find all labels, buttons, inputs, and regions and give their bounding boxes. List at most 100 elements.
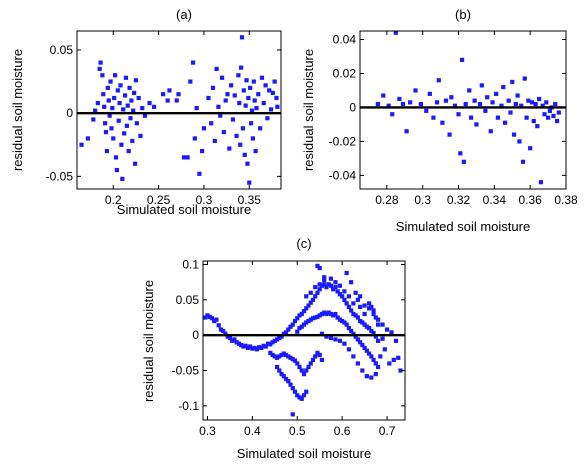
panel-c-point-86 [313,315,318,320]
panel-c-point-62 [342,297,347,302]
panel-c-point-102 [349,328,354,334]
panel-c-point-31 [272,338,277,343]
panel-a-point-77 [227,146,232,151]
panel-c-point-36 [283,330,289,335]
panel-b-point-57 [535,124,540,129]
panel-c-point-130 [301,371,307,377]
panel-c-point-14 [234,340,239,345]
panel-b-point-64 [547,108,552,113]
panel-c-point-155 [317,265,322,271]
panel-c-point-172 [398,368,403,373]
panel-c-x-ticks: 0.3 0.4 0.5 0.6 0.7 [199,261,396,438]
panel-a-point-19 [111,136,116,141]
panel-c-point-158 [349,280,354,285]
panel-c-point-118 [274,355,280,360]
panel-a-point-21 [112,73,118,78]
panel-c-point-82 [304,320,309,325]
panel-b: (b) 0.28 0.3 0.32 0.34 0.36 0.38 -0.04 -0.02 0 0… [301,7,578,234]
panel-c-point-141 [279,371,284,377]
panel-a-x-tick-label-3: 0.35 [238,193,262,207]
panel-c-point-25 [259,345,264,351]
panel-a-point-30 [121,107,126,112]
panel-c-point-30 [270,340,275,345]
panel-c-point-43 [299,311,304,317]
panel-c-point-55 [326,282,331,287]
panel-a-point-34 [124,123,129,128]
panel-c-point-83 [306,318,311,324]
panel-c-point-126 [292,358,298,363]
panel-a-point-60 [190,60,196,65]
panel-b-point-26 [467,88,472,93]
panel-c-point-96 [335,315,340,320]
panel-b-point-3 [390,112,395,117]
panel-a-point-79 [230,117,236,122]
panel-a-point-9 [102,104,107,109]
panel-a-point-35 [125,103,130,108]
panel-a-point-52 [161,92,166,97]
panel-b-point-33 [485,95,490,100]
panel-a-point-87 [240,126,246,131]
panel-b-point-41 [506,98,511,103]
panel-b-point-47 [517,139,522,144]
panel-a-point-83 [237,100,242,106]
panel-b-point-25 [463,101,468,107]
panel-a-point-56 [176,92,181,97]
panel-c-point-93 [328,311,334,317]
panel-c-point-18 [243,343,248,348]
panel-c-point-34 [279,334,284,339]
panel-b-x-tick-label-0: 0.28 [375,193,399,207]
panel-c-point-24 [257,345,262,350]
panel-c-point-65 [349,308,354,313]
panel-b-point-27 [468,115,474,120]
panel-c-point-166 [384,327,390,332]
panel-a-point-114 [275,104,280,109]
panel-a-point-67 [209,121,214,126]
panel-c-point-42 [297,313,302,318]
panel-c-point-160 [358,294,363,299]
panel-c-point-54 [324,285,329,290]
panel-b-point-6 [400,101,406,107]
panel-c-point-103 [351,331,356,336]
panel-c-point-91 [324,311,329,317]
panel-b-y-tick-label-3: 0.02 [333,66,357,80]
panel-a-point-0 [79,142,84,147]
panel-c-point-101 [346,326,351,331]
panel-c-point-180 [355,361,360,366]
panel-b-point-16 [440,120,445,125]
panel-c-point-146 [290,386,295,391]
panel-a-point-46 [136,95,141,101]
panel-c-point-121 [281,351,286,356]
panel-b-point-12 [427,91,432,96]
panel-b-point-59 [538,180,544,185]
panel-b-point-9 [413,88,418,93]
panel-b-label: (b) [455,7,471,22]
panel-b-point-66 [551,113,556,119]
panel-c-y-axis-label: residual soil moisture [141,280,156,402]
panel-a-point-75 [223,98,228,103]
panel-a-point-86 [239,35,245,40]
panel-c-point-0 [203,315,208,320]
panel-c-point-70 [360,320,365,325]
panel-c-point-192 [373,315,378,320]
panel-b-point-56 [533,101,538,107]
panel-c-point-110 [366,351,372,356]
panel-c-point-197 [351,301,356,306]
panel-a-label: (a) [176,7,192,22]
panel-b-frame [359,30,567,190]
panel-c-point-189 [366,301,372,306]
panel-c-point-193 [375,322,381,327]
panel-c-point-89 [319,311,325,317]
panel-b-point-15 [436,78,441,83]
panel-c-point-60 [337,292,343,297]
panel-a-point-108 [265,116,270,121]
panel-a-point-78 [229,83,234,88]
panel-a-frame [76,30,282,190]
panel-c-point-37 [286,327,291,332]
panel-b-x-tick-label-4: 0.36 [518,193,542,207]
panel-a-point-53 [165,98,170,103]
panel-c-point-133 [308,361,313,366]
panel-a-point-76 [225,92,230,97]
panel-c-point-29 [268,342,273,347]
panel-c-point-48 [310,297,316,302]
